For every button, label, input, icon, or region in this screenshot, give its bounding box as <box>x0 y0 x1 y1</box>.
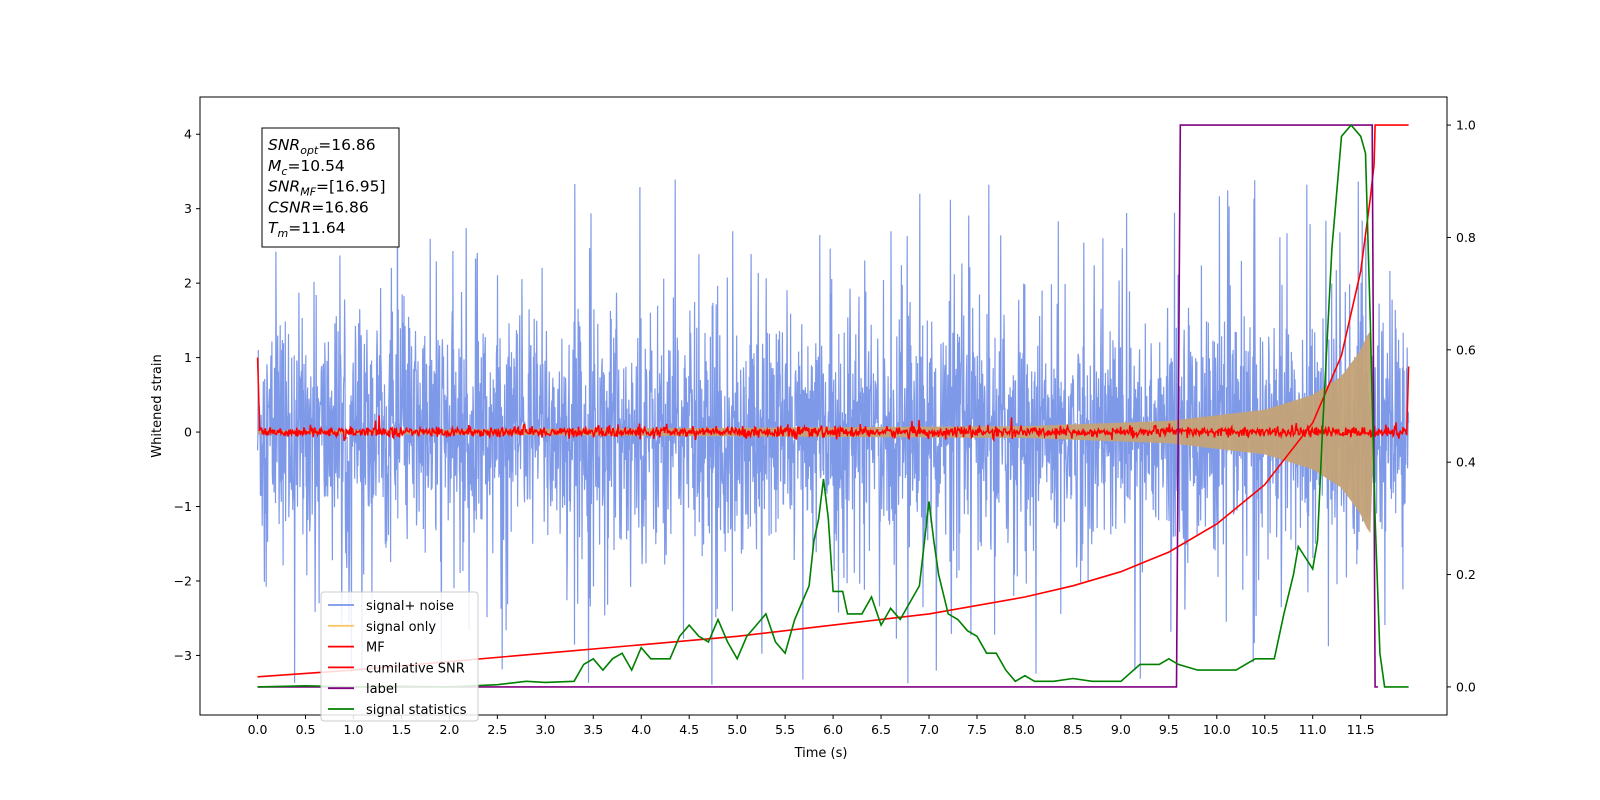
annotation-frame <box>261 127 400 248</box>
annotation-symbol: SNR <box>268 178 300 196</box>
annotation-value: =16.86 <box>318 136 375 154</box>
x-tick-label: 9.5 <box>1159 722 1179 737</box>
legend-label: signal+ noise <box>366 599 454 614</box>
y2-tick-label: 0.4 <box>1456 455 1476 470</box>
annotation-subscript: MF <box>300 186 316 199</box>
annotation-line: Mc=10.54 <box>268 157 345 178</box>
y2-tick-label: 0.0 <box>1456 679 1476 694</box>
x-tick-label: 5.5 <box>775 722 795 737</box>
series-signal-statistics <box>257 123 1409 688</box>
annotation-symbol: SNR <box>268 136 300 154</box>
x-axis: 0.0 0.5 1.0 1.5 2.0 2.5 3.0 3.5 4.0 4.5 5.0 5.5 6.0 6… <box>248 715 1375 737</box>
x-tick-label: 4.5 <box>679 722 699 737</box>
y2-tick-label: 0.8 <box>1456 230 1476 245</box>
x-tick-label: 3.0 <box>535 722 555 737</box>
x-tick-label: 7.5 <box>967 722 987 737</box>
x-tick-label: 7.0 <box>919 722 939 737</box>
x-tick-label: 0.5 <box>296 722 316 737</box>
annotation-subscript: c <box>281 165 287 178</box>
y-tick-label: 2 <box>184 276 192 291</box>
y-axis-label: Whitened strain <box>150 354 165 457</box>
x-tick-label: 10.5 <box>1251 722 1279 737</box>
y-tick-label: 0 <box>184 425 192 440</box>
annotation-box: SNRopt=16.86Mc=10.54SNRMF=[16.95]CSNR=16… <box>261 127 400 248</box>
series-label <box>257 124 1378 688</box>
x-tick-label: 8.0 <box>1015 722 1035 737</box>
x-tick-label: 2.5 <box>487 722 507 737</box>
x-tick-label: 5.0 <box>727 722 747 737</box>
y-tick-label: 4 <box>184 127 192 142</box>
annotation-symbol: CSNR <box>268 198 311 216</box>
annotation-value: =16.86 <box>311 198 368 216</box>
y2-tick-label: 1.0 <box>1456 118 1476 133</box>
annotation-line: CSNR=16.86 <box>268 198 369 216</box>
x-tick-label: 2.0 <box>439 722 459 737</box>
x-axis-label: Time (s) <box>794 746 848 761</box>
series-signal-noise <box>257 179 1410 685</box>
legend-label: label <box>366 682 397 697</box>
y-tick-label: 1 <box>184 350 192 365</box>
y-axis: −3 −2 −1 0 1 2 3 4 <box>174 127 200 663</box>
series-mf <box>256 357 1410 443</box>
x-tick-label: 6.0 <box>823 722 843 737</box>
y-tick-label: 3 <box>184 201 192 216</box>
x-tick-label: 8.5 <box>1063 722 1083 737</box>
annotation-symbol: M <box>268 157 281 175</box>
annotation-value: =10.54 <box>287 157 344 175</box>
plot-frame <box>199 96 1448 716</box>
x-tick-label: 0.0 <box>248 722 268 737</box>
annotation-value: =11.64 <box>288 219 345 237</box>
annotation-symbol: T <box>268 219 279 237</box>
legend-label: signal statistics <box>366 703 467 718</box>
annotation-line: SNRopt=16.86 <box>268 136 376 157</box>
x-tick-label: 11.5 <box>1347 722 1375 737</box>
x-tick-label: 6.5 <box>871 722 891 737</box>
y2-tick-label: 0.6 <box>1456 342 1476 357</box>
y2-axis: 0.0 0.2 0.4 0.6 0.8 1.0 <box>1447 118 1476 694</box>
annotation-subscript: m <box>277 227 288 240</box>
legend-label: signal only <box>366 620 436 635</box>
x-tick-label: 3.5 <box>583 722 603 737</box>
y-tick-label: −1 <box>174 499 192 514</box>
legend-label: MF <box>366 641 385 656</box>
annotation-subscript: opt <box>300 144 319 157</box>
legend-label: cumilative SNR <box>366 661 465 676</box>
legend: signal+ noise signal only MF cumilative SNR… <box>320 591 479 722</box>
x-tick-label: 11.0 <box>1299 722 1327 737</box>
x-tick-label: 1.0 <box>344 722 364 737</box>
annotation-line: SNRMF=[16.95] <box>268 178 386 199</box>
legend-frame <box>320 591 479 722</box>
annotation-line: Tm=11.64 <box>268 219 346 240</box>
y-tick-label: −3 <box>174 648 192 663</box>
x-tick-label: 4.0 <box>631 722 651 737</box>
series-layer <box>256 123 1410 688</box>
y2-tick-label: 0.2 <box>1456 567 1476 582</box>
y-tick-label: −2 <box>174 573 192 588</box>
x-tick-label: 9.0 <box>1111 722 1131 737</box>
annotation-value: =[16.95] <box>316 178 385 196</box>
x-tick-label: 10.0 <box>1203 722 1231 737</box>
x-tick-label: 1.5 <box>391 722 411 737</box>
